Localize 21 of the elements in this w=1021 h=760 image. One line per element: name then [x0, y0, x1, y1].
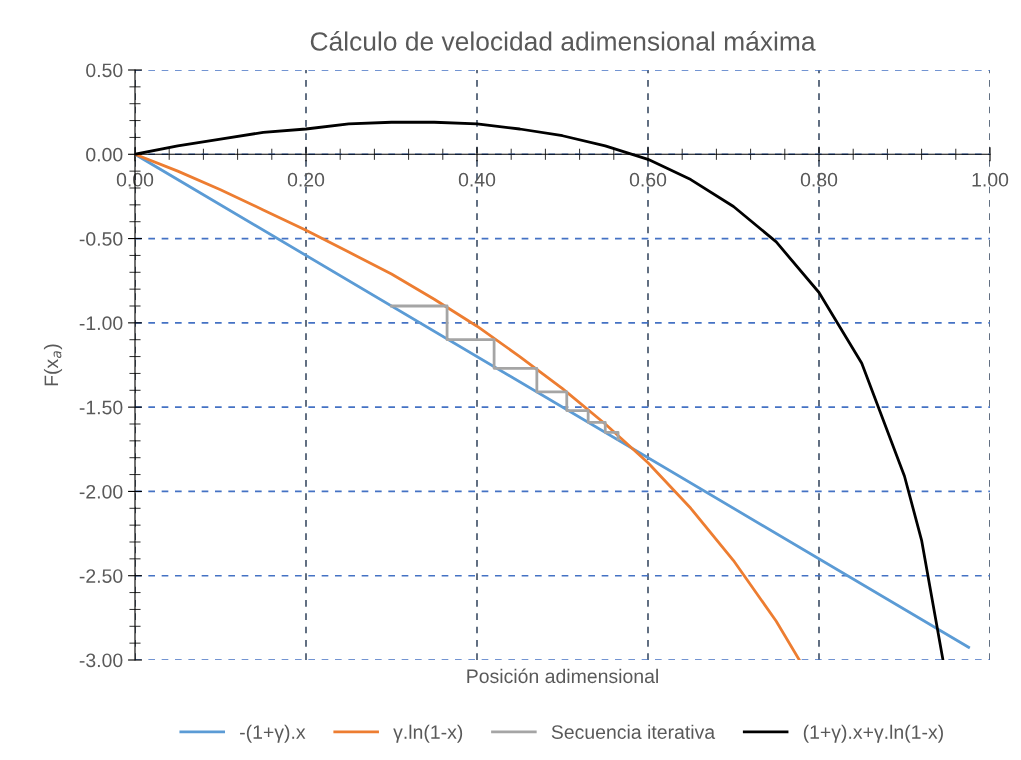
y-tick-label: 0.50 [86, 63, 123, 78]
y-tick-label: -2.50 [79, 569, 123, 583]
legend-label: -(1+γ).x [240, 724, 306, 743]
legend-label: (1+γ).x+γ.ln(1-x) [803, 724, 943, 743]
legend-label: Secuencia iterativa [551, 724, 716, 739]
y-tick-label: -2.00 [79, 484, 123, 499]
y-axis-title: F(x$_{a}$) [43, 344, 63, 386]
y-tick-label: -1.00 [79, 316, 123, 331]
legend-label: γ.ln(1-x) [393, 724, 463, 743]
y-tick-label: -0.50 [79, 232, 123, 246]
x-tick-label: 0.80 [800, 172, 838, 187]
chart-title: Cálculo de velocidad adimensional máxima [310, 31, 816, 51]
line-series [390, 304, 620, 441]
x-tick-label: 0.60 [629, 172, 667, 187]
x-tick-label: 0.20 [287, 172, 325, 187]
x-tick-label: 1.00 [972, 172, 1009, 187]
x-tick-label: 0.40 [458, 172, 496, 187]
y-tick-label: 0.00 [86, 147, 123, 162]
y-tick-label: -3.00 [79, 653, 123, 668]
x-axis-title: Posición adimensional [467, 668, 658, 684]
y-tick-label: -1.50 [79, 400, 123, 415]
